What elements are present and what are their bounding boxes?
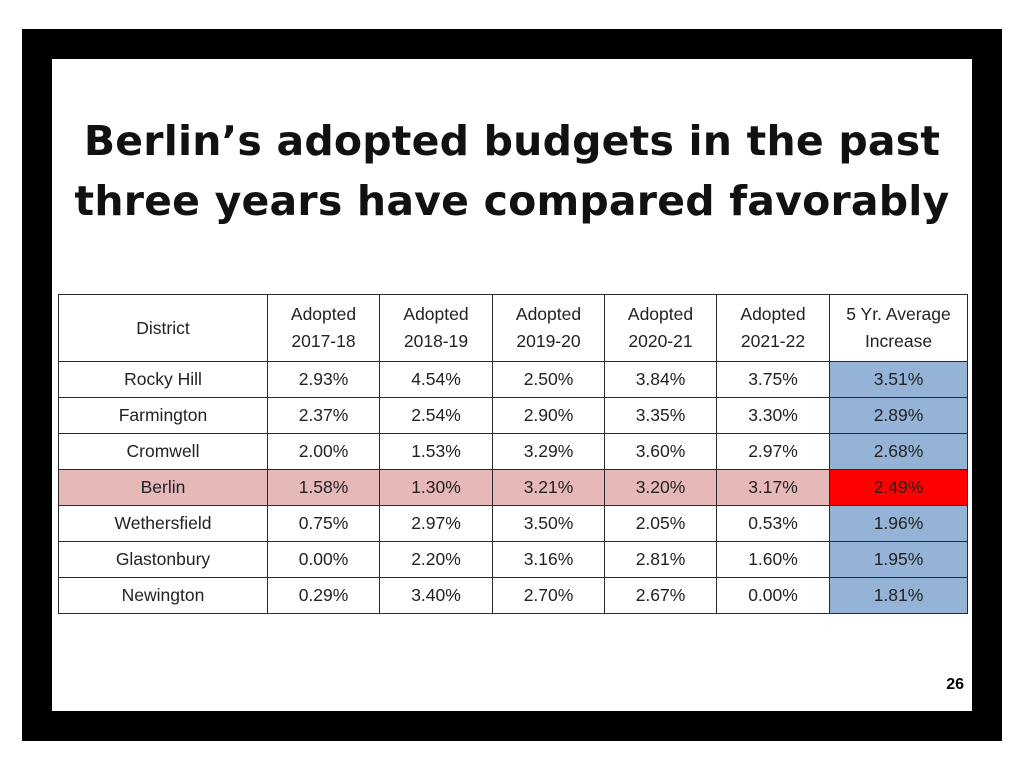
header-year: 2021-22 — [740, 331, 806, 351]
value-cell: 0.00% — [716, 577, 830, 614]
value-cell: 0.53% — [716, 505, 830, 542]
value-cell: 3.84% — [604, 361, 717, 398]
value-cell: 2.93% — [267, 361, 380, 398]
value-cell: 3.21% — [492, 469, 605, 506]
district-cell: Cromwell — [58, 433, 268, 470]
header-adopted-2017-18: Adopted 2017-18 — [267, 294, 380, 362]
table-row-highlighted: Berlin 1.58% 1.30% 3.21% 3.20% 3.17% 2.4… — [58, 469, 968, 506]
slide-title: Berlin’s adopted budgets in the past thr… — [52, 111, 972, 231]
value-cell: 3.60% — [604, 433, 717, 470]
average-cell: 2.89% — [829, 397, 968, 434]
slide: Berlin’s adopted budgets in the past thr… — [52, 59, 972, 711]
value-cell: 2.05% — [604, 505, 717, 542]
value-cell: 2.37% — [267, 397, 380, 434]
district-cell: Berlin — [58, 469, 268, 506]
value-cell: 4.54% — [379, 361, 493, 398]
value-cell: 3.35% — [604, 397, 717, 434]
value-cell: 1.30% — [379, 469, 493, 506]
title-line-1: Berlin’s adopted budgets in the past — [83, 117, 941, 165]
value-cell: 3.50% — [492, 505, 605, 542]
header-label: Adopted — [627, 304, 694, 324]
header-year: 2018-19 — [403, 331, 469, 351]
header-label: Adopted — [290, 304, 357, 324]
budget-table: District Adopted 2017-18 Adopted 2018-19… — [58, 294, 968, 614]
header-adopted-2018-19: Adopted 2018-19 — [379, 294, 493, 362]
value-cell: 0.00% — [267, 541, 380, 578]
header-label-2: Increase — [864, 331, 933, 351]
value-cell: 0.75% — [267, 505, 380, 542]
page-number: 26 — [946, 676, 964, 693]
header-label: District — [136, 317, 190, 338]
table-header-row: District Adopted 2017-18 Adopted 2018-19… — [58, 294, 968, 362]
value-cell: 2.90% — [492, 397, 605, 434]
header-year: 2020-21 — [628, 331, 693, 351]
value-cell: 3.16% — [492, 541, 605, 578]
table-row: Newington 0.29% 3.40% 2.70% 2.67% 0.00% … — [58, 577, 968, 614]
value-cell: 2.97% — [716, 433, 830, 470]
title-line-2: three years have compared favorably — [74, 177, 950, 225]
header-adopted-2019-20: Adopted 2019-20 — [492, 294, 605, 362]
average-cell: 1.96% — [829, 505, 968, 542]
value-cell: 2.70% — [492, 577, 605, 614]
header-year: 2019-20 — [516, 331, 581, 351]
value-cell: 3.20% — [604, 469, 717, 506]
average-cell: 1.81% — [829, 577, 968, 614]
header-adopted-2020-21: Adopted 2020-21 — [604, 294, 717, 362]
average-cell: 1.95% — [829, 541, 968, 578]
value-cell: 2.97% — [379, 505, 493, 542]
district-cell: Newington — [58, 577, 268, 614]
table-row: Wethersfield 0.75% 2.97% 3.50% 2.05% 0.5… — [58, 505, 968, 542]
value-cell: 2.54% — [379, 397, 493, 434]
value-cell: 2.81% — [604, 541, 717, 578]
header-label: 5 Yr. Average — [846, 304, 951, 324]
table-row: Glastonbury 0.00% 2.20% 3.16% 2.81% 1.60… — [58, 541, 968, 578]
header-label: Adopted — [740, 304, 806, 324]
district-cell: Wethersfield — [58, 505, 268, 542]
table-row: Rocky Hill 2.93% 4.54% 2.50% 3.84% 3.75%… — [58, 361, 968, 398]
value-cell: 3.17% — [716, 469, 830, 506]
value-cell: 0.29% — [267, 577, 380, 614]
average-cell: 3.51% — [829, 361, 968, 398]
value-cell: 1.60% — [716, 541, 830, 578]
value-cell: 3.75% — [716, 361, 830, 398]
header-label: Adopted — [515, 304, 582, 324]
header-year: 2017-18 — [291, 331, 356, 351]
district-cell: Glastonbury — [58, 541, 268, 578]
value-cell: 1.58% — [267, 469, 380, 506]
average-cell-highlighted: 2.49% — [829, 469, 968, 506]
value-cell: 3.30% — [716, 397, 830, 434]
table-row: Cromwell 2.00% 1.53% 3.29% 3.60% 2.97% 2… — [58, 433, 968, 470]
value-cell: 2.20% — [379, 541, 493, 578]
value-cell: 3.40% — [379, 577, 493, 614]
header-five-year-average: 5 Yr. Average Increase — [829, 294, 968, 362]
table-row: Farmington 2.37% 2.54% 2.90% 3.35% 3.30%… — [58, 397, 968, 434]
value-cell: 2.00% — [267, 433, 380, 470]
value-cell: 2.67% — [604, 577, 717, 614]
header-adopted-2021-22: Adopted 2021-22 — [716, 294, 830, 362]
district-cell: Rocky Hill — [58, 361, 268, 398]
value-cell: 3.29% — [492, 433, 605, 470]
district-cell: Farmington — [58, 397, 268, 434]
header-district: District — [58, 294, 268, 362]
value-cell: 2.50% — [492, 361, 605, 398]
header-label: Adopted — [403, 304, 469, 324]
average-cell: 2.68% — [829, 433, 968, 470]
value-cell: 1.53% — [379, 433, 493, 470]
